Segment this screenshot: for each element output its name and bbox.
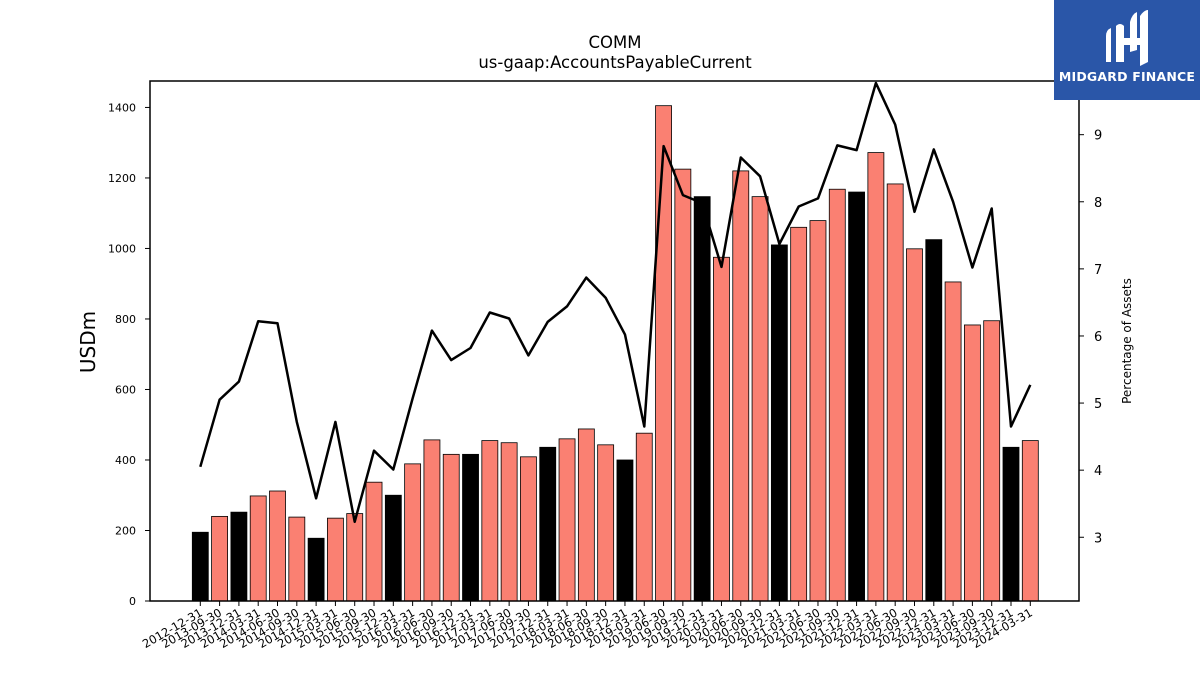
y-tick-label: 1200 (108, 172, 136, 185)
line-series (199, 81, 1032, 524)
plot-frame (149, 80, 1080, 602)
bar (886, 183, 904, 602)
bar (828, 188, 846, 602)
bar (655, 105, 672, 602)
bar (539, 446, 557, 602)
bar (346, 513, 364, 602)
bar (481, 440, 499, 602)
bar (558, 438, 576, 602)
bar (809, 220, 827, 602)
bar (365, 481, 383, 602)
y-tick-label: 800 (115, 313, 136, 326)
y2-tick-label: 8 (1094, 196, 1102, 211)
bar (925, 239, 943, 602)
y2-tick-label: 7 (1094, 263, 1102, 278)
chart-title: COMM (588, 33, 642, 52)
bar (442, 453, 460, 602)
bar (713, 256, 730, 602)
bar (597, 444, 615, 602)
bar (983, 320, 1001, 602)
bar (790, 226, 808, 602)
bar (635, 432, 653, 602)
midgard-m-logo-icon (1106, 10, 1148, 66)
y-tick-label: 600 (115, 383, 136, 396)
bar (944, 281, 962, 602)
y2-tick-label: 3 (1094, 531, 1102, 546)
bar (191, 531, 209, 602)
bar (404, 463, 422, 602)
bar (963, 324, 981, 602)
y-tick-label: 200 (115, 524, 136, 537)
brand-logo: MIDGARD FINANCE (1054, 0, 1200, 100)
bar (307, 537, 325, 602)
y2-tick-label: 6 (1094, 330, 1102, 345)
y-tick-label: 1400 (108, 101, 136, 114)
y-tick-label: 1000 (108, 242, 136, 255)
y2-tick-label: 4 (1094, 464, 1102, 479)
brand-name: MIDGARD FINANCE (1058, 69, 1196, 84)
bar (423, 439, 441, 602)
y2-axis-label: Percentage of Assets (1120, 278, 1134, 404)
bar (327, 517, 344, 602)
right-axis-ticks: 3 4 5 6 7 8 9 (1079, 129, 1102, 546)
bar (500, 442, 518, 602)
bar (751, 196, 769, 602)
chart-subtitle: us-gaap:AccountsPayableCurrent (478, 53, 752, 72)
bar (848, 191, 865, 602)
bar (211, 515, 229, 602)
bar (674, 168, 692, 602)
bar (462, 453, 479, 602)
bar (906, 248, 923, 602)
bar (693, 196, 711, 602)
bar (770, 244, 788, 602)
bar (269, 490, 286, 602)
y-tick-label: 0 (129, 595, 136, 608)
bar (616, 459, 634, 602)
bar (1021, 440, 1039, 602)
pct-of-assets-line (199, 81, 1032, 524)
y2-tick-label: 9 (1094, 129, 1102, 144)
bar (732, 170, 750, 602)
y-axis-label: USDm (76, 310, 100, 374)
bar (384, 494, 402, 602)
bar (288, 516, 306, 602)
bar (577, 428, 595, 602)
bar (1002, 446, 1020, 602)
y-tick-label: 400 (115, 454, 136, 467)
bar (249, 495, 267, 602)
bar (520, 456, 537, 602)
bar (230, 511, 248, 602)
x-axis-ticks: 2012-12-312013-09-302013-12-312014-03-31… (140, 601, 1035, 651)
y2-tick-label: 5 (1094, 397, 1102, 412)
bar (867, 152, 885, 602)
bar-series (191, 105, 1039, 602)
left-axis-ticks: 0 200 400 600 800 1000 1200 1400 (108, 101, 150, 608)
